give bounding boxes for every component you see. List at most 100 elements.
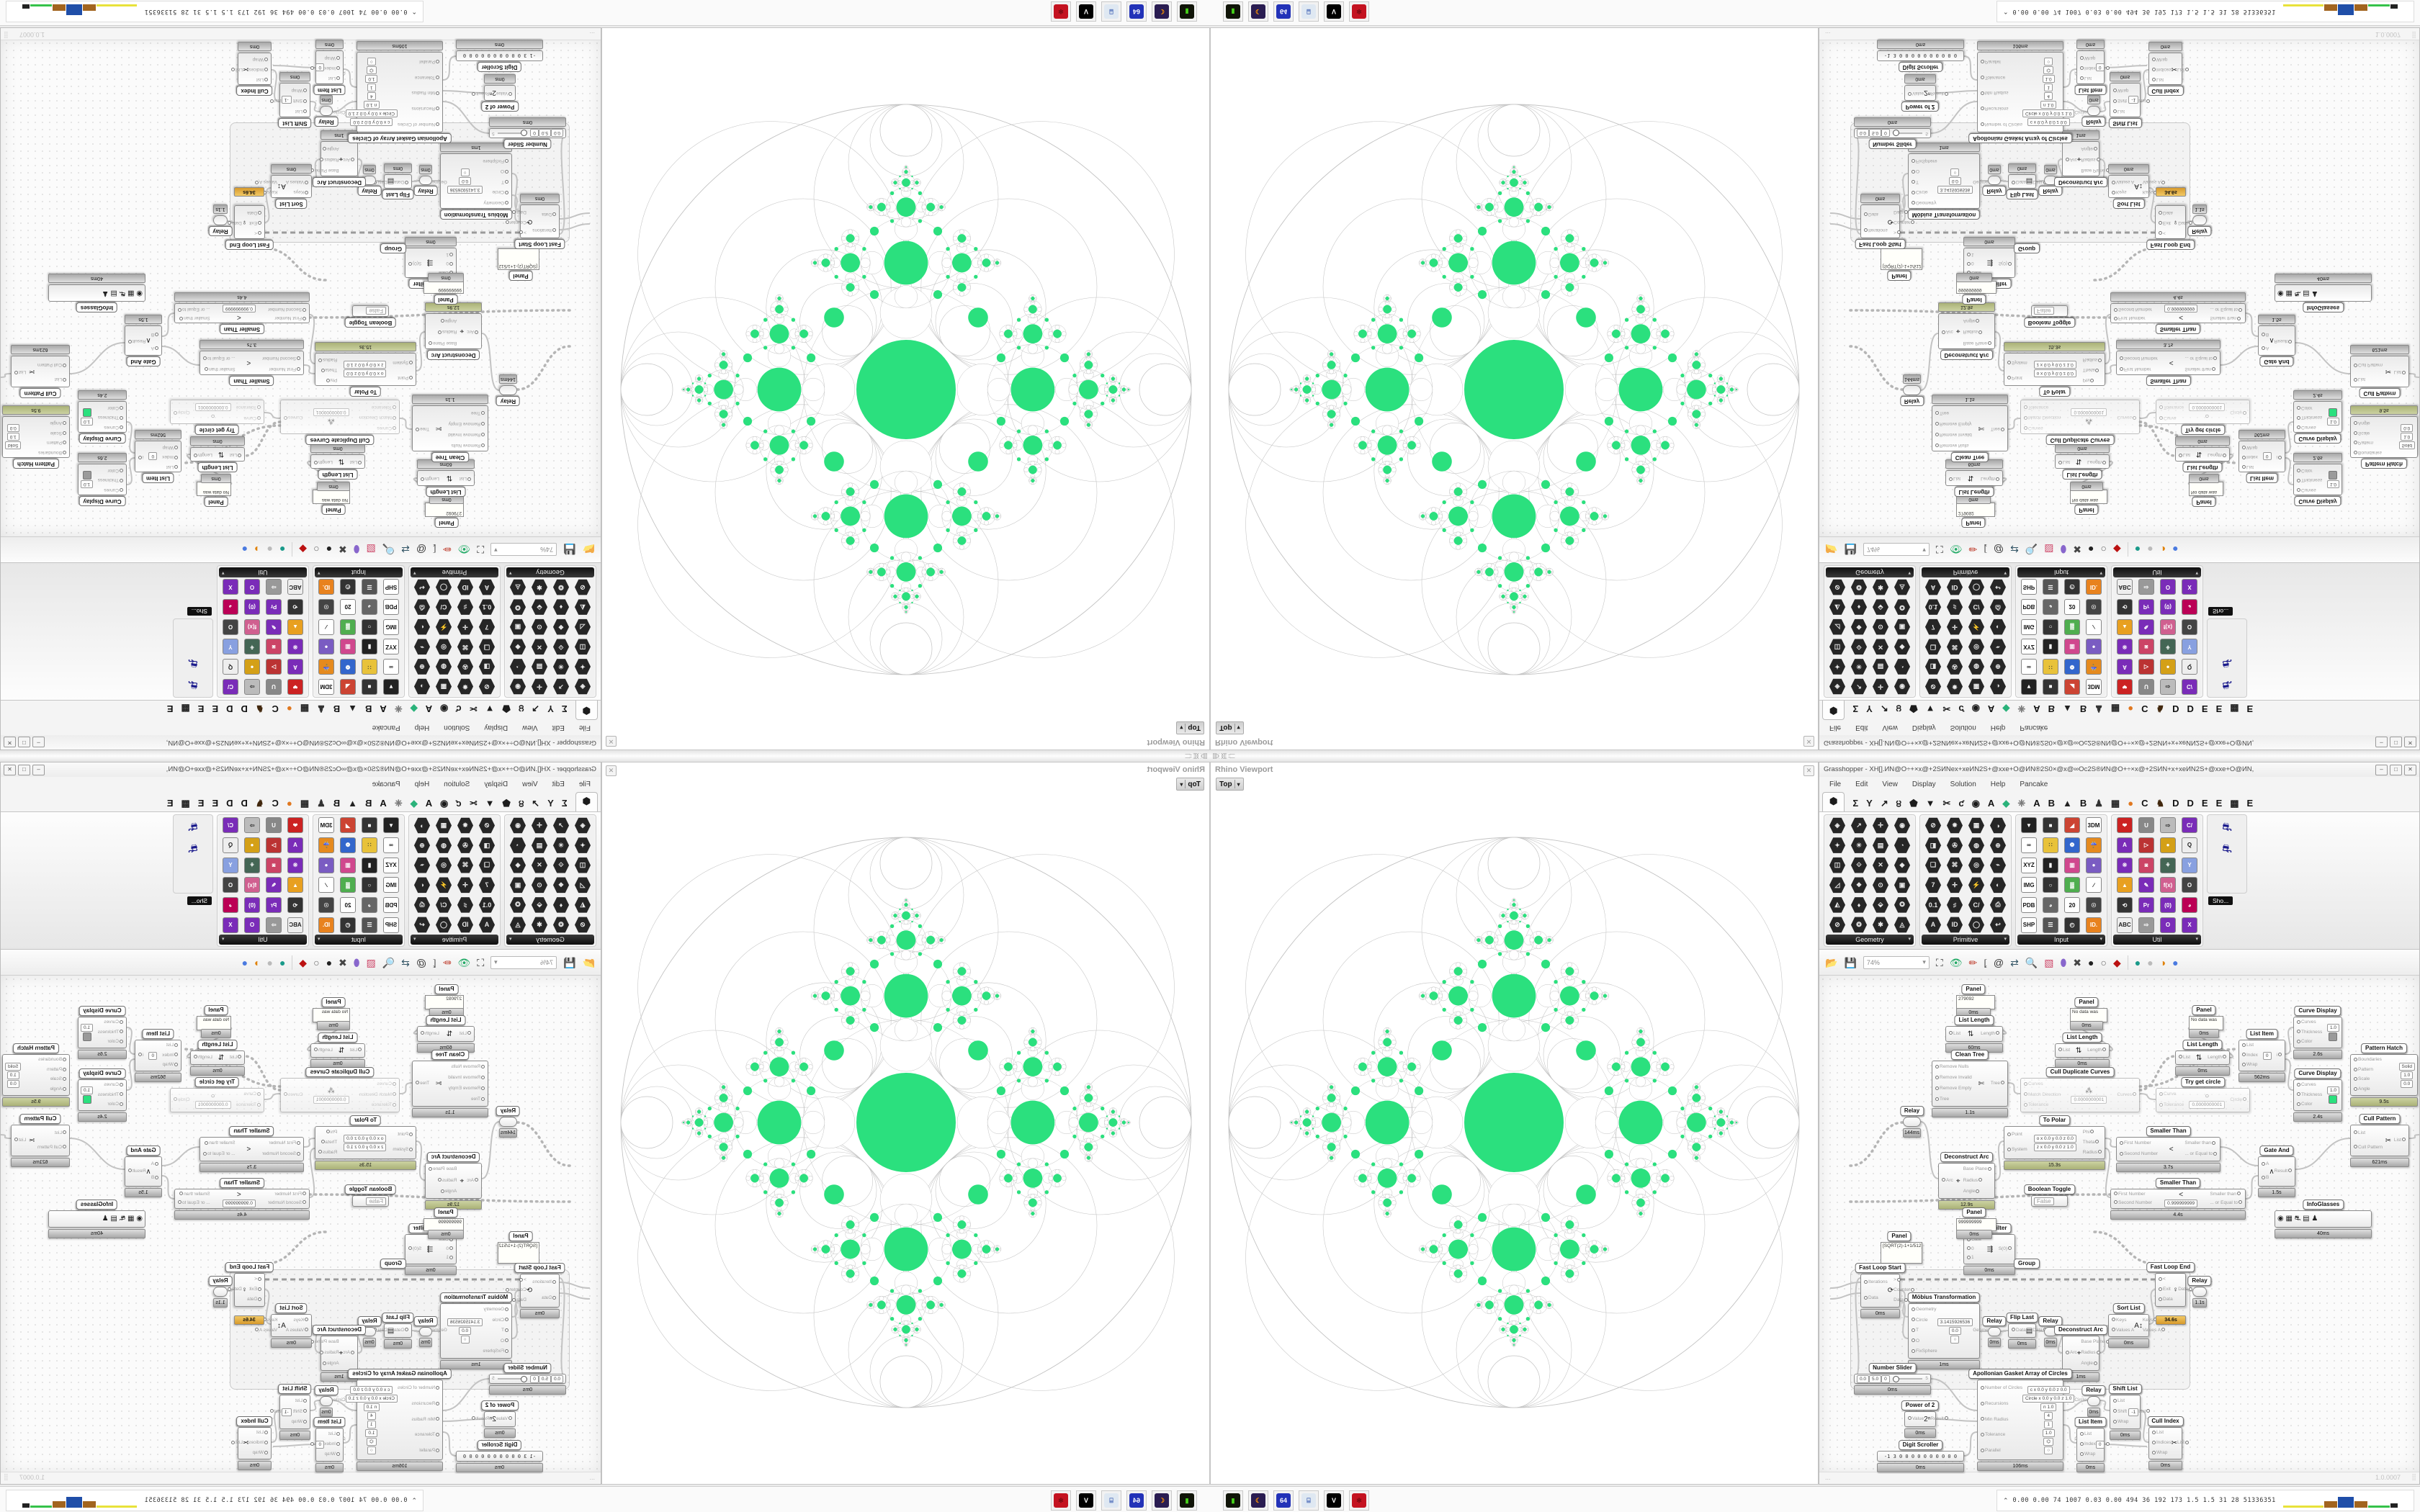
component-icon[interactable]: A xyxy=(479,917,496,933)
component-icon[interactable]: ▥ xyxy=(340,639,356,655)
tab-plugin-6[interactable]: B xyxy=(2079,703,2087,714)
tab-glyph-3[interactable]: ↗ xyxy=(532,703,540,714)
component-icon[interactable]: X xyxy=(223,917,238,933)
tab-plugin-14[interactable]: E xyxy=(212,798,219,809)
toolbar-icon-3[interactable]: ⛶ xyxy=(1935,544,1943,556)
menu-help[interactable]: Help xyxy=(1990,780,2006,788)
component-icon[interactable]: ▤ xyxy=(532,658,548,675)
component-icon[interactable]: ❂ xyxy=(1851,579,1868,595)
gh-titlebar[interactable]: Grasshopper - XH[].ИN@O÷+×x@+2SИNеx+xеИN… xyxy=(1819,762,2419,778)
taskbar-app-red-badge-icon[interactable]: ✻ xyxy=(1051,1490,1071,1511)
zoom-combo[interactable]: 74% ▾ xyxy=(490,543,557,557)
component-icon[interactable]: ♦ xyxy=(1851,599,1868,616)
component-icon[interactable]: ▼ xyxy=(2021,817,2037,833)
component-icon[interactable]: ❂ xyxy=(553,579,570,595)
toolbar-icon-13[interactable]: ● xyxy=(326,956,332,968)
component-icon[interactable]: ◐ xyxy=(414,618,431,635)
component-icon[interactable]: ☰ xyxy=(362,917,377,933)
tab-plugin-6[interactable]: B xyxy=(2079,798,2087,809)
component-icon[interactable]: 20 xyxy=(340,897,356,914)
taskbar-app-red-badge-icon[interactable]: ✻ xyxy=(1349,1,1369,22)
component-icon[interactable]: ▷ xyxy=(2138,837,2154,853)
component-icon[interactable]: ∞ xyxy=(2021,659,2037,675)
component-icon[interactable]: ID. xyxy=(318,579,334,595)
component-icon[interactable]: ◆ xyxy=(510,857,526,873)
component-icon[interactable]: ◫ xyxy=(1829,857,1846,873)
component-icon[interactable]: ID. xyxy=(2086,917,2102,933)
menu-display[interactable]: Display xyxy=(1912,724,1936,732)
taskbar-app-calculator-icon[interactable]: ⌸ xyxy=(1299,1,1319,22)
component-icon[interactable]: ☰ xyxy=(362,579,377,595)
component-icon[interactable]: ✪ xyxy=(1894,897,1911,913)
component-icon[interactable]: ▤ xyxy=(1873,658,1889,675)
component-icon[interactable]: ❖ xyxy=(1850,877,1868,894)
toolbar-icon-14[interactable]: ○ xyxy=(2100,544,2107,556)
tab-plugin-13[interactable]: D xyxy=(226,703,233,714)
component-icon[interactable]: (0) xyxy=(244,598,260,615)
component-icon[interactable]: ▷ xyxy=(266,837,282,853)
component-icon[interactable]: ∷ xyxy=(362,659,377,675)
component-icon[interactable]: ◕ xyxy=(2043,897,2058,914)
component-icon[interactable]: ◈ xyxy=(575,817,591,834)
component-icon[interactable]: ▥ xyxy=(2064,639,2080,655)
component-icon[interactable]: SHP xyxy=(2021,917,2037,933)
component-icon[interactable]: ◬ xyxy=(510,579,526,595)
tab-plugin-3[interactable]: A xyxy=(380,798,387,809)
component-icon[interactable]: Q xyxy=(2182,837,2197,853)
component-icon[interactable]: ☔ xyxy=(2086,659,2102,675)
toolbar-icon-5[interactable]: ✏ xyxy=(442,956,452,968)
toolbar-icon-0[interactable]: 📂 xyxy=(1825,544,1838,556)
tab-plugin-14[interactable]: E xyxy=(2201,703,2208,714)
tab-plugin-2[interactable]: ❈ xyxy=(394,703,403,714)
ribbon-group-label[interactable]: Primitive ▾ xyxy=(1922,935,2009,945)
zoom-combo[interactable]: 74% ▾ xyxy=(1863,955,1930,969)
toolbar-icon-6[interactable]: ⦏ xyxy=(1984,956,1987,968)
component-icon[interactable]: ❑ xyxy=(1924,857,1942,873)
close-icon[interactable]: ✕ xyxy=(2404,737,2416,747)
component-icon[interactable]: ◉ xyxy=(1894,817,1911,834)
tab-plugin-11[interactable]: ♞ xyxy=(2156,703,2165,714)
component-icon[interactable]: U xyxy=(266,817,282,833)
component-icon[interactable]: ❑ xyxy=(479,639,496,655)
tab-glyph-1[interactable]: Σ xyxy=(561,703,568,714)
taskbar-app-calculator-icon[interactable]: ⌸ xyxy=(1101,1,1121,22)
component-icon[interactable]: IMG xyxy=(383,618,399,635)
component-icon[interactable]: ✎ xyxy=(2138,618,2154,635)
tab-plugin-11[interactable]: ♞ xyxy=(255,798,264,809)
component-icon[interactable]: (0) xyxy=(2160,897,2176,914)
menu-view[interactable]: View xyxy=(1882,780,1898,788)
component-icon[interactable]: ∷ xyxy=(2043,837,2058,853)
component-icon[interactable]: ❖ xyxy=(1851,618,1868,635)
component-icon[interactable]: 3DM xyxy=(318,679,334,695)
component-icon[interactable]: Pr xyxy=(2138,598,2154,615)
taskbar-app-floppy-64-icon[interactable]: 64 xyxy=(1126,1,1147,22)
ribbon-group-label[interactable]: Util ▾ xyxy=(219,567,307,577)
tab-plugin-9[interactable]: ● xyxy=(286,798,292,809)
toolbar-icon-0[interactable]: 📂 xyxy=(582,544,595,556)
component-icon[interactable]: ◍ xyxy=(1968,837,1985,853)
component-icon[interactable]: ○ xyxy=(2043,618,2058,635)
gh-canvas[interactable]: Panel 279092 0ms List Length List ⇅ Length 60ms… xyxy=(1,38,601,536)
component-icon[interactable]: ◉ xyxy=(510,678,526,695)
menu-view[interactable]: View xyxy=(522,780,538,788)
tab-plugin-5[interactable]: ▲ xyxy=(348,703,357,714)
component-icon[interactable]: (0) xyxy=(244,897,260,914)
component-icon[interactable]: ⇨ xyxy=(2160,817,2176,833)
component-icon[interactable]: ⊙ xyxy=(1872,877,1889,894)
component-icon[interactable]: 7 xyxy=(479,618,496,635)
component-icon[interactable]: ⊕ xyxy=(414,658,431,675)
component-icon[interactable]: ◆ xyxy=(510,639,526,655)
taskbar-app-firefox-icon[interactable]: ☾ xyxy=(1152,1490,1172,1511)
component-icon[interactable]: ✱ xyxy=(1873,579,1889,595)
gh-titlebar[interactable]: Grasshopper - XH[].ИN@O÷+×x@+2SИNеx+xеИN… xyxy=(1,734,601,750)
component-icon[interactable]: ◕ xyxy=(2043,598,2058,615)
tab-plugin-5[interactable]: ▲ xyxy=(2063,798,2072,809)
taskbar-app-red-badge-icon[interactable]: ✻ xyxy=(1051,1,1071,22)
component-icon[interactable]: 3DM xyxy=(318,817,334,833)
component-icon[interactable]: ⇨ xyxy=(244,817,260,833)
component-icon[interactable]: 3DM xyxy=(2086,679,2102,695)
component-icon[interactable]: ❊ xyxy=(2117,639,2133,655)
component-icon[interactable]: ◯ xyxy=(436,917,452,933)
component-icon[interactable]: ✛ xyxy=(457,877,474,894)
close-icon[interactable]: ✕ xyxy=(2404,765,2416,775)
